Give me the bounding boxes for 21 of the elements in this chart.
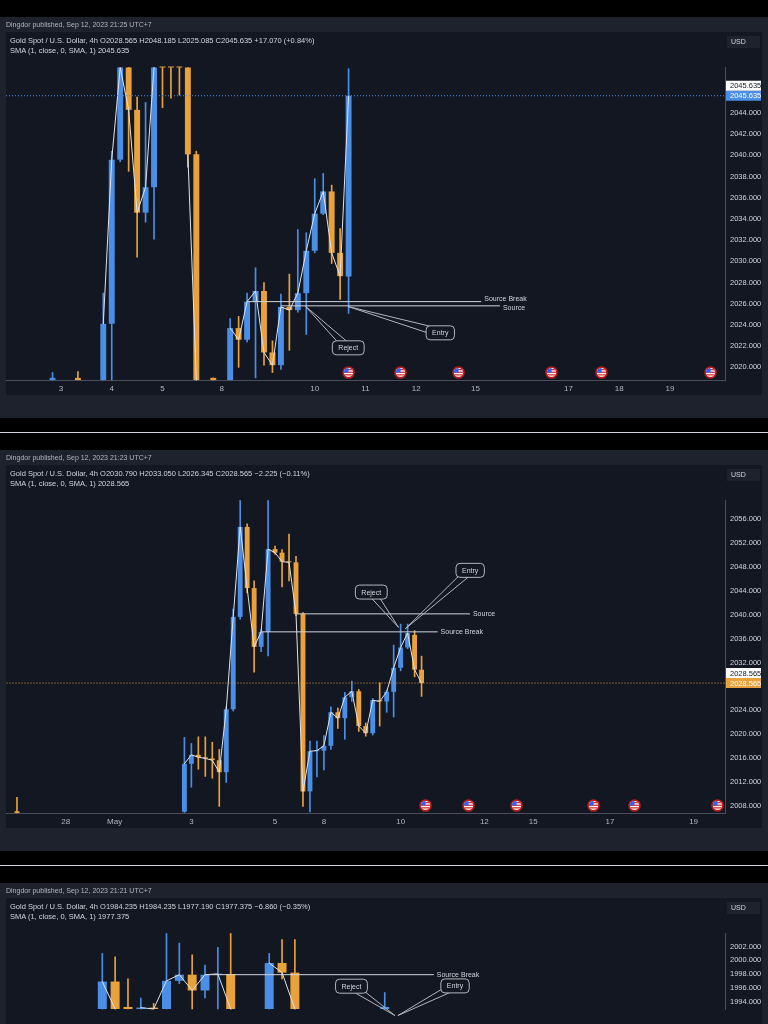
x-tick-label: 4 <box>109 384 115 393</box>
x-tick-label: 17 <box>564 384 574 393</box>
x-tick-label: 8 <box>219 384 225 393</box>
x-tick-label: 3 <box>58 384 64 393</box>
x-tick-label: 17 <box>605 817 615 826</box>
x-tick-label: 8 <box>321 817 327 826</box>
x-tick-label: 5 <box>272 817 278 826</box>
x-tick-label: 5 <box>160 384 166 393</box>
x-tick-label: 18 <box>614 384 625 393</box>
x-tick-label: 15 <box>471 384 481 393</box>
x-tick-label: 19 <box>689 817 699 826</box>
x-tick-label: 28 <box>61 817 71 826</box>
x-tick-label: 12 <box>479 817 490 826</box>
x-tick-label: 3 <box>189 817 195 826</box>
x-tick-label: 12 <box>411 384 422 393</box>
x-tick-label: 10 <box>310 384 320 393</box>
x-tick-label: May <box>107 817 123 826</box>
x-tick-label: 15 <box>528 817 539 826</box>
x-tick-label: 19 <box>665 384 676 393</box>
x-tick-label: 11 <box>361 384 371 393</box>
x-tick-label: 10 <box>396 817 406 826</box>
